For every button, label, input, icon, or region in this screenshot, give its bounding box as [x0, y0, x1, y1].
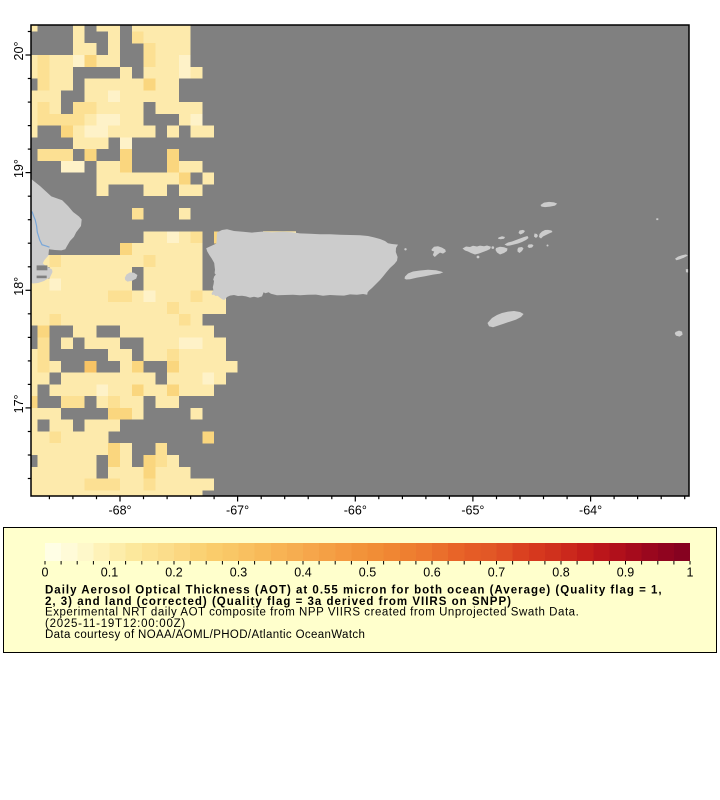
svg-text:-65°: -65° — [461, 504, 484, 518]
svg-text:-64°: -64° — [579, 504, 602, 518]
svg-text:17°: 17° — [12, 394, 26, 413]
svg-text:-66°: -66° — [344, 504, 367, 518]
svg-text:Experimental NRT daily AOT com: Experimental NRT daily AOT composite fro… — [45, 607, 579, 619]
svg-text:0.1: 0.1 — [101, 566, 118, 580]
svg-text:0.2: 0.2 — [165, 566, 182, 580]
svg-text:0.3: 0.3 — [230, 566, 247, 580]
svg-text:19°: 19° — [12, 159, 26, 178]
svg-text:20°: 20° — [12, 42, 26, 61]
svg-text:Data courtesy of NOAA/AOML/PHO: Data courtesy of NOAA/AOML/PHOD/Atlantic… — [45, 629, 365, 641]
svg-text:(2025-11-19T12:00:00Z): (2025-11-19T12:00:00Z) — [45, 618, 186, 630]
svg-text:0.4: 0.4 — [294, 566, 311, 580]
svg-text:0.7: 0.7 — [488, 566, 505, 580]
svg-text:1: 1 — [687, 566, 694, 580]
svg-text:18°: 18° — [12, 277, 26, 296]
svg-text:-68°: -68° — [108, 504, 131, 518]
svg-text:-67°: -67° — [226, 504, 249, 518]
svg-text:0: 0 — [42, 566, 49, 580]
svg-text:2, 3) and land (corrected) (Qu: 2, 3) and land (corrected) (Quality flag… — [45, 596, 512, 608]
svg-text:0.6: 0.6 — [423, 566, 440, 580]
svg-text:0.5: 0.5 — [359, 566, 376, 580]
svg-text:0.8: 0.8 — [552, 566, 569, 580]
svg-text:Daily Aerosol Optical Thicknes: Daily Aerosol Optical Thickness (AOT) at… — [45, 585, 663, 597]
svg-text:0.9: 0.9 — [617, 566, 634, 580]
